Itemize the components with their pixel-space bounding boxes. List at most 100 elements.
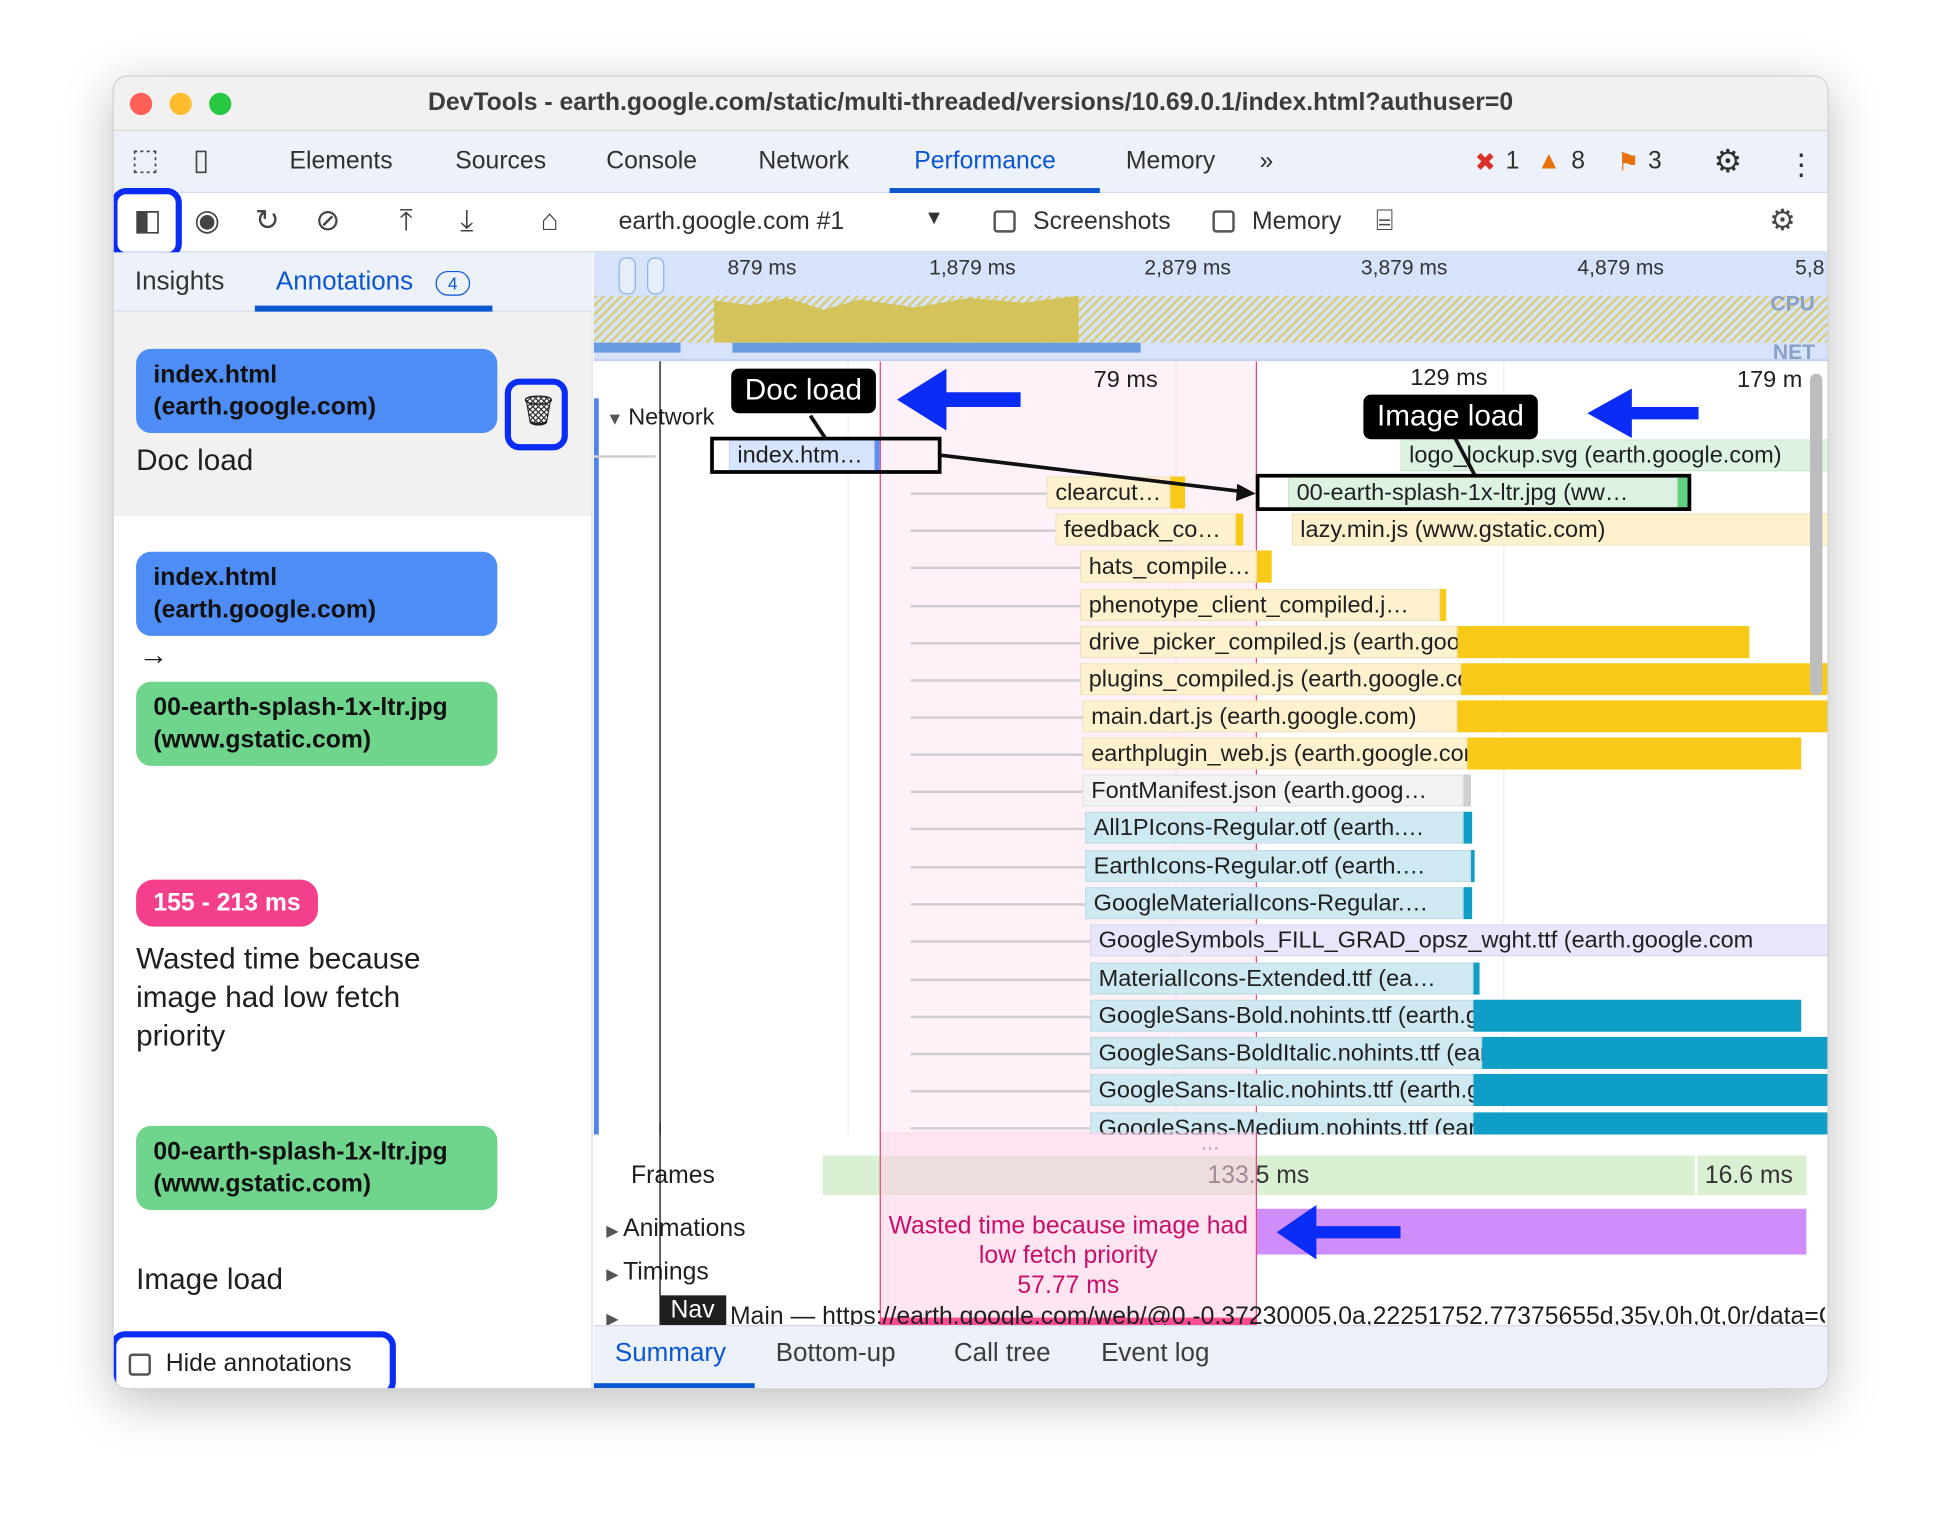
request-bar[interactable]: All1PIcons-Regular.otf (earth.… bbox=[1085, 811, 1473, 844]
tab-event-log[interactable]: Event log bbox=[1101, 1338, 1210, 1368]
timings-track-header[interactable]: ▶ Timings bbox=[606, 1258, 709, 1288]
annotation-entry-chip[interactable]: 00-earth-splash-1x-ltr.jpg (www.gstatic.… bbox=[136, 1125, 498, 1210]
link-from-chip[interactable]: index.html (earth.google.com) bbox=[136, 551, 498, 636]
request-bar[interactable]: plugins_compiled.js (earth.google.com) bbox=[1080, 663, 1828, 696]
inspect-element-icon[interactable]: ⬚ bbox=[131, 143, 160, 177]
request-bar[interactable]: GoogleSans-BoldItalic.nohints.ttf (earth… bbox=[1089, 1036, 1828, 1069]
request-bar[interactable]: MaterialIcons-Extended.ttf (ea… bbox=[1089, 962, 1480, 995]
issue-count[interactable]: 3 bbox=[1647, 147, 1662, 175]
upload-icon[interactable]: ⤒ bbox=[399, 204, 413, 238]
request-bar[interactable]: feedback_co… bbox=[1055, 513, 1244, 546]
error-count[interactable]: 1 bbox=[1505, 147, 1520, 175]
nav-marker[interactable]: Nav bbox=[659, 1295, 726, 1327]
time-range-bar[interactable] bbox=[879, 1317, 1257, 1327]
time-range-duration: 57.77 ms bbox=[1017, 1271, 1120, 1300]
request-bar-segment bbox=[1467, 737, 1802, 770]
image-load-callout[interactable]: Image load bbox=[1363, 394, 1538, 440]
network-flamechart[interactable]: 79 ms 129 ms 179 m ▼ Network index.htm… … bbox=[593, 361, 1828, 1135]
request-bar[interactable]: logo_lockup.svg (earth.google.com) bbox=[1400, 439, 1828, 472]
request-bar[interactable]: 00-earth-splash-1x-ltr.jpg (ww… bbox=[1287, 476, 1691, 509]
recording-select[interactable]: earth.google.com #1 bbox=[618, 207, 845, 236]
time-range-chip[interactable]: 155 - 213 ms bbox=[136, 879, 318, 927]
home-icon[interactable]: ⌂ bbox=[540, 204, 559, 238]
garbage-collect-icon[interactable]: ⌸ bbox=[1375, 204, 1394, 238]
request-bar[interactable]: GoogleMaterialIcons-Regular.… bbox=[1085, 887, 1473, 920]
record-icon[interactable]: ◉ bbox=[194, 204, 221, 238]
frame-bar[interactable] bbox=[1694, 1155, 1807, 1196]
request-label: 00-earth-splash-1x-ltr.jpg (ww… bbox=[1287, 476, 1678, 509]
request-whisker bbox=[910, 492, 1047, 495]
overview-right-handle[interactable] bbox=[647, 257, 665, 295]
request-bar[interactable]: GoogleSans-Medium.nohints.ttf (earth.goo… bbox=[1089, 1112, 1828, 1135]
tab-performance[interactable]: Performance bbox=[914, 147, 1056, 175]
minimize-window-button[interactable] bbox=[169, 92, 192, 116]
warning-icon[interactable]: ▲ bbox=[1536, 147, 1562, 175]
request-bar-segment bbox=[1473, 1112, 1828, 1135]
warning-count[interactable]: 8 bbox=[1571, 147, 1586, 175]
request-bar[interactable]: FontManifest.json (earth.goog… bbox=[1082, 774, 1472, 807]
expand-triangle-icon[interactable]: ▶ bbox=[606, 1308, 619, 1328]
request-bar[interactable]: GoogleSans-Italic.nohints.ttf (earth.goo… bbox=[1089, 1073, 1828, 1107]
tab-memory[interactable]: Memory bbox=[1125, 147, 1216, 175]
tab-call-tree[interactable]: Call tree bbox=[953, 1338, 1051, 1368]
time-range-label: Wasted time because image had low fetch … bbox=[888, 1212, 1249, 1270]
request-bar[interactable]: hats_compile… bbox=[1080, 550, 1272, 583]
delete-annotation-trash-icon[interactable]: 🗑 bbox=[519, 394, 558, 429]
request-bar-segment bbox=[1473, 962, 1480, 995]
tab-summary[interactable]: Summary bbox=[614, 1338, 727, 1368]
frames-track-label[interactable]: Frames bbox=[630, 1161, 715, 1189]
more-options-icon[interactable]: ⋮ bbox=[1786, 148, 1817, 182]
active-sidebar-tab-indicator bbox=[254, 305, 493, 312]
request-bar[interactable]: earthplugin_web.js (earth.google.com) bbox=[1082, 737, 1802, 770]
tab-bottom-up[interactable]: Bottom-up bbox=[775, 1338, 896, 1368]
request-label: hats_compile… bbox=[1080, 550, 1257, 583]
request-label: GoogleSans-Italic.nohints.ttf (earth.goo… bbox=[1089, 1073, 1596, 1107]
tab-console[interactable]: Console bbox=[606, 147, 698, 175]
more-tabs-icon[interactable]: » bbox=[1259, 147, 1274, 175]
request-bar[interactable]: lazy.min.js (www.gstatic.com) bbox=[1291, 513, 1828, 546]
animations-track-header[interactable]: ▶ Animations bbox=[606, 1215, 745, 1245]
vertical-scrollbar[interactable] bbox=[1810, 373, 1823, 696]
tab-insights[interactable]: Insights bbox=[134, 267, 225, 296]
request-bar[interactable]: main.dart.js (earth.google.com) bbox=[1082, 700, 1828, 733]
chevron-down-icon[interactable]: ▼ bbox=[924, 207, 944, 229]
error-icon[interactable]: ✖ bbox=[1474, 149, 1496, 177]
settings-gear-icon[interactable]: ⚙ bbox=[1713, 142, 1743, 180]
memory-checkbox[interactable] bbox=[1212, 210, 1235, 233]
annotation-entry-chip[interactable]: index.html (earth.google.com) bbox=[136, 348, 498, 434]
tab-elements[interactable]: Elements bbox=[289, 147, 393, 175]
request-bar[interactable]: GoogleSans-Bold.nohints.ttf (earth.googl… bbox=[1089, 999, 1802, 1032]
request-whisker bbox=[910, 1089, 1090, 1093]
net-label: NET bbox=[1772, 340, 1815, 364]
devtools-window: DevTools - earth.google.com/static/multi… bbox=[112, 75, 1829, 1390]
timeline-overview[interactable]: 879 ms 1,879 ms 2,879 ms 3,879 ms 4,879 … bbox=[593, 252, 1828, 364]
zoom-window-button[interactable] bbox=[209, 92, 232, 116]
request-bar-segment bbox=[1482, 1036, 1828, 1069]
hide-annotations-checkbox[interactable] bbox=[128, 1353, 151, 1376]
reload-record-icon[interactable]: ↻ bbox=[254, 204, 280, 238]
doc-load-callout[interactable]: Doc load bbox=[731, 368, 876, 414]
device-toolbar-icon[interactable]: ▯ bbox=[193, 143, 210, 177]
toggle-sidebar-icon[interactable]: ◧ bbox=[133, 204, 162, 238]
network-track-header[interactable]: ▼ Network bbox=[606, 405, 714, 432]
request-whisker bbox=[910, 566, 1081, 570]
request-bar[interactable]: EarthIcons-Regular.otf (earth.… bbox=[1085, 849, 1475, 883]
request-label: GoogleSymbols_FILL_GRAD_opsz_wght.ttf (e… bbox=[1089, 924, 1828, 957]
capture-settings-icon[interactable]: ⚙ bbox=[1769, 204, 1796, 238]
request-label: plugins_compiled.js (earth.google.com) bbox=[1080, 663, 1498, 696]
request-bar[interactable]: drive_picker_compiled.js (earth.google.c… bbox=[1080, 626, 1750, 659]
tab-network[interactable]: Network bbox=[758, 147, 850, 175]
clear-icon[interactable]: ⊘ bbox=[315, 204, 341, 238]
annotation-label: Wasted time because image had low fetch … bbox=[136, 942, 421, 1053]
overview-left-handle[interactable] bbox=[618, 257, 636, 295]
track-selection-bar bbox=[593, 398, 599, 1135]
request-bar[interactable]: phenotype_client_compiled.j… bbox=[1080, 588, 1447, 622]
download-icon[interactable]: ⤓ bbox=[460, 204, 474, 238]
link-to-chip[interactable]: 00-earth-splash-1x-ltr.jpg (www.gstatic.… bbox=[136, 681, 498, 766]
close-window-button[interactable] bbox=[129, 92, 153, 116]
request-bar[interactable]: GoogleSymbols_FILL_GRAD_opsz_wght.ttf (e… bbox=[1089, 924, 1828, 957]
tab-annotations[interactable]: Annotations bbox=[275, 267, 414, 296]
issue-icon[interactable]: ⚑ bbox=[1617, 149, 1640, 177]
tab-sources[interactable]: Sources bbox=[455, 147, 547, 175]
screenshots-checkbox[interactable] bbox=[993, 210, 1016, 233]
